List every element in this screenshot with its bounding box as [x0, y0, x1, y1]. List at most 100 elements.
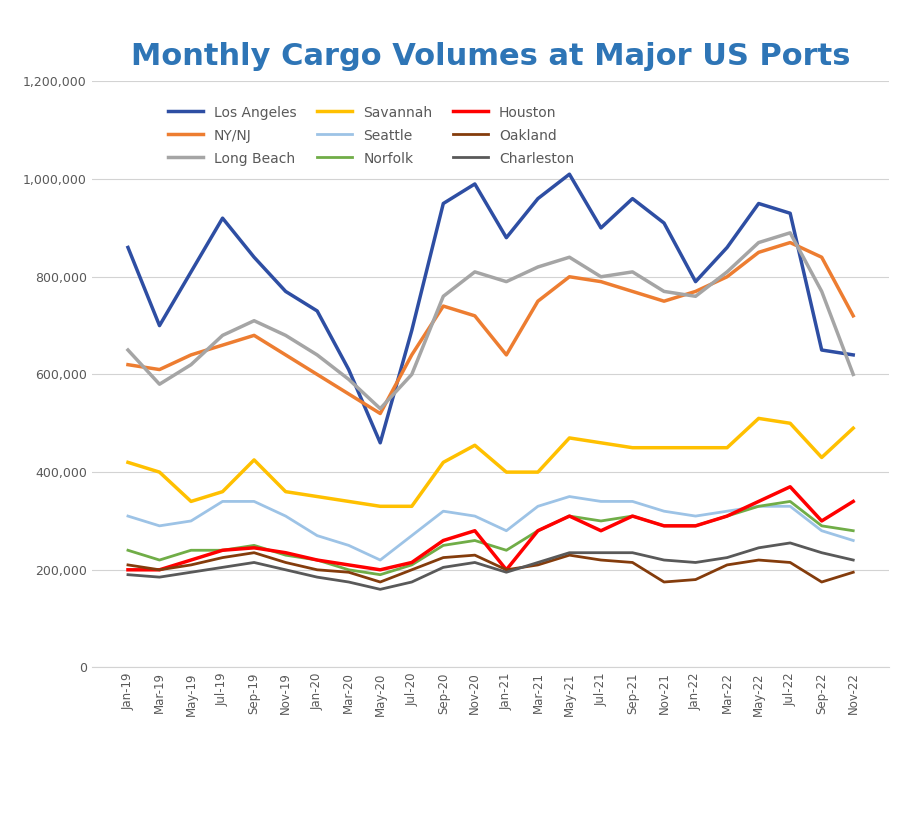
Norfolk	[847, 526, 858, 536]
Long Beach	[627, 267, 638, 277]
Los Angeles	[847, 350, 858, 360]
Seattle	[406, 531, 417, 540]
Savannah	[533, 467, 544, 477]
Charleston	[785, 538, 796, 548]
Houston	[533, 526, 544, 536]
Los Angeles	[343, 365, 354, 374]
Savannah	[123, 457, 134, 467]
Savannah	[437, 457, 448, 467]
Seattle	[564, 492, 575, 501]
Oakland	[312, 565, 323, 575]
Line: Oakland: Oakland	[128, 553, 853, 582]
Savannah	[217, 487, 228, 497]
Los Angeles	[312, 306, 323, 316]
Savannah	[185, 497, 196, 506]
NY/NJ	[375, 409, 386, 418]
Title: Monthly Cargo Volumes at Major US Ports: Monthly Cargo Volumes at Major US Ports	[131, 42, 850, 71]
Savannah	[785, 418, 796, 428]
Houston	[343, 560, 354, 570]
Houston	[785, 482, 796, 492]
Norfolk	[564, 511, 575, 521]
NY/NJ	[185, 350, 196, 360]
Seattle	[343, 540, 354, 550]
Norfolk	[658, 521, 669, 531]
Houston	[847, 497, 858, 506]
Savannah	[627, 443, 638, 453]
Norfolk	[501, 545, 512, 555]
Savannah	[249, 455, 260, 465]
Houston	[753, 497, 764, 506]
Savannah	[312, 492, 323, 501]
Houston	[816, 516, 827, 526]
Savannah	[658, 443, 669, 453]
Oakland	[375, 577, 386, 587]
Savannah	[564, 433, 575, 443]
Oakland	[816, 577, 827, 587]
Norfolk	[375, 570, 386, 580]
Oakland	[501, 565, 512, 575]
Seattle	[533, 501, 544, 511]
Oakland	[437, 553, 448, 562]
Seattle	[280, 511, 291, 521]
Charleston	[847, 555, 858, 565]
NY/NJ	[343, 389, 354, 399]
Seattle	[217, 497, 228, 506]
Oakland	[533, 560, 544, 570]
Savannah	[343, 497, 354, 506]
NY/NJ	[154, 365, 165, 374]
Charleston	[595, 548, 606, 558]
Charleston	[312, 572, 323, 582]
Savannah	[847, 423, 858, 433]
Seattle	[249, 497, 260, 506]
Long Beach	[185, 360, 196, 370]
Seattle	[753, 501, 764, 511]
NY/NJ	[658, 296, 669, 306]
NY/NJ	[816, 252, 827, 262]
Los Angeles	[595, 223, 606, 233]
Charleston	[154, 572, 165, 582]
Seattle	[722, 506, 733, 516]
Houston	[406, 558, 417, 567]
Norfolk	[406, 560, 417, 570]
NY/NJ	[217, 340, 228, 350]
NY/NJ	[406, 350, 417, 360]
NY/NJ	[691, 287, 702, 296]
Houston	[470, 526, 481, 536]
NY/NJ	[722, 272, 733, 282]
Seattle	[595, 497, 606, 506]
Line: Long Beach: Long Beach	[128, 233, 853, 409]
NY/NJ	[249, 330, 260, 340]
Los Angeles	[406, 326, 417, 335]
Long Beach	[753, 238, 764, 247]
Savannah	[154, 467, 165, 477]
Line: Los Angeles: Los Angeles	[128, 174, 853, 443]
Los Angeles	[123, 243, 134, 252]
Savannah	[595, 438, 606, 448]
Los Angeles	[154, 321, 165, 330]
Long Beach	[343, 374, 354, 384]
Los Angeles	[753, 199, 764, 208]
Charleston	[437, 562, 448, 572]
Oakland	[217, 553, 228, 562]
NY/NJ	[533, 296, 544, 306]
Los Angeles	[185, 267, 196, 277]
NY/NJ	[627, 287, 638, 296]
Oakland	[406, 565, 417, 575]
Norfolk	[470, 536, 481, 545]
Seattle	[375, 555, 386, 565]
Oakland	[280, 558, 291, 567]
Long Beach	[722, 267, 733, 277]
Houston	[375, 565, 386, 575]
Savannah	[722, 443, 733, 453]
Long Beach	[406, 370, 417, 379]
Seattle	[816, 526, 827, 536]
NY/NJ	[847, 311, 858, 321]
Los Angeles	[722, 243, 733, 252]
Los Angeles	[501, 233, 512, 243]
Charleston	[722, 553, 733, 562]
Long Beach	[217, 330, 228, 340]
Long Beach	[658, 287, 669, 296]
Line: NY/NJ: NY/NJ	[128, 243, 853, 414]
NY/NJ	[501, 350, 512, 360]
Oakland	[564, 550, 575, 560]
